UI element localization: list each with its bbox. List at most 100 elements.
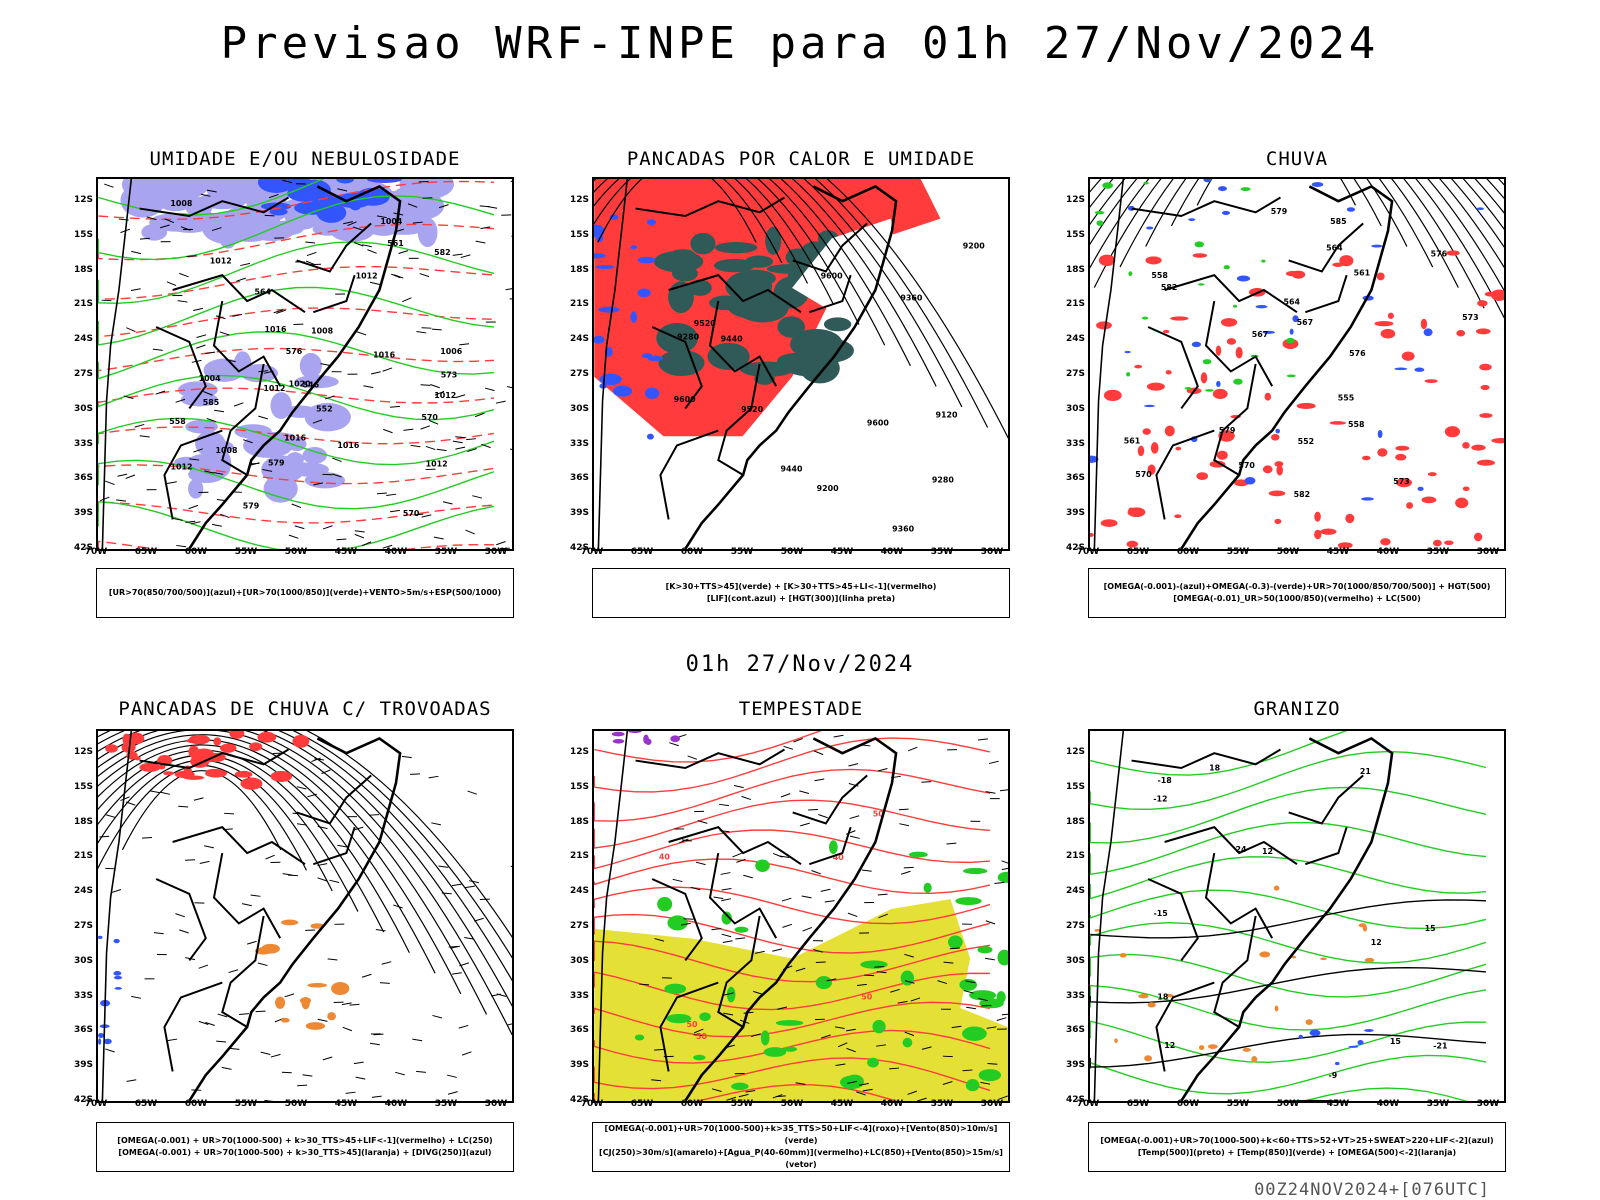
wind-850-area xyxy=(923,882,932,893)
omega-area xyxy=(1417,486,1424,491)
streamline-arrow xyxy=(349,1003,360,1006)
wind-vector xyxy=(203,391,213,396)
rain-area xyxy=(1268,490,1286,497)
wind-vector xyxy=(690,886,701,891)
lat-label: 30S xyxy=(1065,955,1085,966)
wind-850-area xyxy=(775,1019,804,1026)
geopotential-contour xyxy=(1090,179,1504,269)
wind-vector xyxy=(904,980,915,984)
wind-vector xyxy=(966,1006,976,1010)
wind-vector xyxy=(679,838,689,844)
wind-vector xyxy=(361,541,372,547)
contour-label: 1016 xyxy=(373,351,396,360)
wind-vector xyxy=(369,281,380,285)
temperature-850-contour xyxy=(1090,1054,1487,1095)
wind-vector xyxy=(370,371,381,375)
wind-vector xyxy=(824,900,835,903)
streamline-arrow xyxy=(185,859,196,861)
humidity-contour xyxy=(98,459,495,510)
wind-vector xyxy=(775,1095,786,1098)
lon-label: 35W xyxy=(930,547,954,557)
coastline xyxy=(684,184,898,549)
wind-vector xyxy=(978,997,988,1002)
state-border xyxy=(708,300,778,387)
wind-vector xyxy=(985,920,996,925)
wind-vector xyxy=(898,808,909,811)
lon-label: 70W xyxy=(84,1099,108,1109)
contour-label: 15 xyxy=(1425,924,1436,933)
thunderstorm-area xyxy=(127,732,145,745)
lon-label: 30W xyxy=(484,547,508,557)
streamline-arrow xyxy=(250,894,261,897)
height-contour xyxy=(780,179,911,367)
contour-label: 552 xyxy=(316,404,333,413)
omega-area xyxy=(1188,218,1196,222)
wind-vector xyxy=(332,457,342,463)
streamline-arrow xyxy=(178,805,189,808)
wind-vector xyxy=(951,1025,962,1029)
lon-label: 35W xyxy=(434,547,458,557)
omega-area xyxy=(1144,404,1155,408)
lat-label: 30S xyxy=(569,955,589,966)
wind-vector xyxy=(386,493,397,496)
contour-label: 1004 xyxy=(199,374,222,383)
wind-850-area xyxy=(699,1012,711,1022)
map-panel: 1008 1006 1012 1016 1016 1012 1012 1004 1008 1004… xyxy=(96,177,514,551)
streamline-arrow xyxy=(345,1091,356,1094)
omega-area xyxy=(1244,476,1256,485)
panel-title: CHUVA xyxy=(1265,148,1329,170)
lat-label: 42S xyxy=(1065,1095,1085,1105)
lifted-index-contour xyxy=(630,311,637,323)
contour-label: 12 xyxy=(1164,1041,1175,1050)
lat-label: 30S xyxy=(1065,403,1085,414)
wind-vector xyxy=(382,544,393,549)
panel-title: PANCADAS DE CHUVA C/ TROVOADAS xyxy=(118,698,492,720)
temperature-850-contour xyxy=(1090,731,1348,776)
lat-label: 12S xyxy=(569,195,589,205)
shower-area xyxy=(281,919,299,926)
wind-vector xyxy=(220,513,230,519)
precipitable-water-contour xyxy=(594,858,991,895)
wind-vector xyxy=(813,948,823,953)
lon-label: 45W xyxy=(830,547,854,557)
state-border xyxy=(296,774,372,825)
contour-label: 546 xyxy=(303,380,320,389)
temperature-850-contour xyxy=(1090,821,1487,875)
wind-850-area xyxy=(962,867,988,875)
precipitable-water-contour xyxy=(594,1057,991,1092)
streamline-arrow xyxy=(369,814,380,816)
streamline-arrow xyxy=(216,1040,227,1043)
streamline xyxy=(98,744,410,953)
streamline xyxy=(98,764,308,871)
wind-vector xyxy=(672,878,683,883)
wind-vector xyxy=(104,183,114,188)
wind-vector xyxy=(487,206,498,209)
contour-label: -12 xyxy=(1153,795,1167,804)
lat-label: 36S xyxy=(73,473,93,484)
wind-vector xyxy=(811,870,821,875)
omega-area xyxy=(1361,497,1374,501)
rain-area xyxy=(1145,256,1162,265)
panel-title: PANCADAS POR CALOR E UMIDADE xyxy=(626,148,976,170)
temperature-850-contour xyxy=(1090,750,1487,811)
lon-label: 40W xyxy=(384,547,408,557)
streamline-arrow xyxy=(125,801,136,806)
wind-vector xyxy=(877,768,888,772)
wind-vector xyxy=(743,874,753,879)
wind-vector xyxy=(738,1093,749,1098)
contour-label: 579 xyxy=(268,458,285,467)
lon-label: 45W xyxy=(334,1099,358,1109)
wind-vector xyxy=(481,443,491,449)
wind-vector xyxy=(998,1095,1008,1100)
convection-area xyxy=(733,269,776,287)
contour-label: 9600 xyxy=(867,419,890,428)
lon-label: 40W xyxy=(880,547,904,557)
wind-vector xyxy=(695,861,706,866)
wind-vector xyxy=(848,763,859,767)
thickness-contour xyxy=(98,387,495,404)
wind-vector xyxy=(410,444,421,448)
lon-label: 55W xyxy=(1226,547,1250,557)
contour-label: 1012 xyxy=(210,257,232,266)
omega-area xyxy=(1236,275,1251,282)
wind-vector xyxy=(721,898,732,902)
